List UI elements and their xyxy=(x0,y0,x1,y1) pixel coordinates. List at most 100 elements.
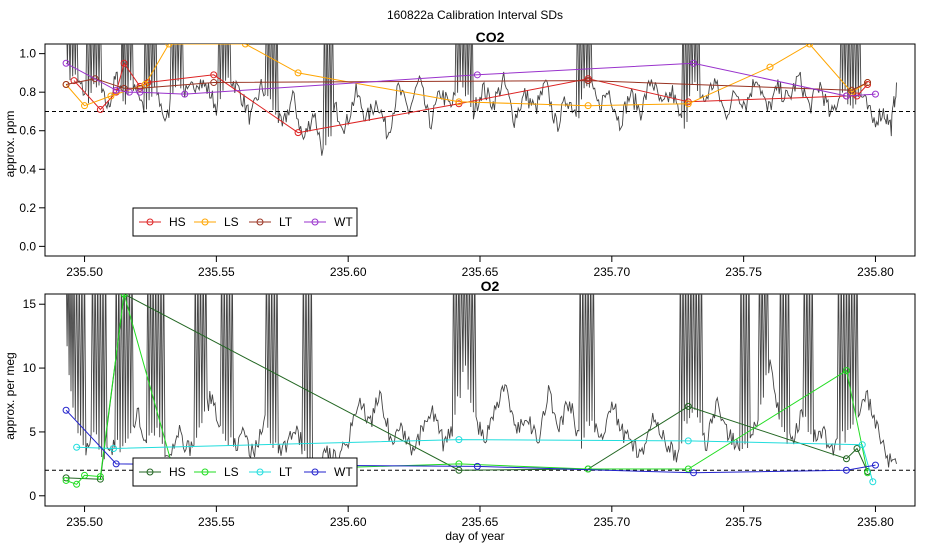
o2-point-ls xyxy=(62,476,70,484)
co2-point-hs xyxy=(96,106,104,114)
o2-point-ls xyxy=(73,480,81,488)
o2-legend-marker-wt xyxy=(311,468,319,476)
co2-point-wt xyxy=(690,59,698,67)
o2-series-line-wt xyxy=(65,409,876,474)
co2-legend-marker-lt xyxy=(256,218,264,226)
o2-point-lt xyxy=(73,443,81,451)
co2-point-hs xyxy=(684,98,692,106)
co2-point-wt xyxy=(181,90,189,98)
o2-point-wt xyxy=(842,466,850,474)
co2-series-line-ls xyxy=(65,44,868,107)
co2-point-ls xyxy=(165,44,173,48)
co2-x-tick-label: 235.70 xyxy=(593,265,630,279)
co2-point-wt xyxy=(112,86,120,94)
co2-point-hs xyxy=(294,129,302,137)
o2-plot-area xyxy=(45,294,915,488)
x-axis-label: day of year xyxy=(445,529,504,543)
o2-point-wt xyxy=(473,462,481,470)
o2-point-hs xyxy=(684,402,692,410)
co2-panel: 235.50 235.55 235.60 235.65 235.70 235.75 235.… xyxy=(19,43,916,279)
o2-x-tick-label: 235.55 xyxy=(198,515,235,529)
co2-background-trace xyxy=(66,44,897,156)
o2-legend-marker-hs xyxy=(146,468,154,476)
o2-point-lt xyxy=(869,478,877,486)
co2-point-ls xyxy=(806,44,814,48)
co2-legend-label-ls: LS xyxy=(224,215,239,229)
o2-point-hs xyxy=(853,445,861,453)
co2-point-ls xyxy=(584,102,592,110)
o2-point-ls xyxy=(455,460,463,468)
co2-point-wt xyxy=(871,90,879,98)
co2-series-line-lt xyxy=(66,78,868,91)
co2-x-tick-label: 235.60 xyxy=(330,265,367,279)
co2-point-wt xyxy=(125,88,133,96)
co2-point-wt xyxy=(62,59,70,67)
co2-y-tick-label: 0.0 xyxy=(19,239,36,253)
o2-point-lt xyxy=(684,437,692,445)
co2-point-lt xyxy=(136,84,144,92)
o2-point-lt xyxy=(110,445,118,453)
co2-legend-label-lt: LT xyxy=(279,215,293,229)
co2-point-lt xyxy=(848,86,856,94)
o2-series-wt xyxy=(62,406,879,477)
co2-legend-marker-ls xyxy=(201,218,209,226)
o2-panel: 235.50 235.55 235.60 235.65 235.70 235.75 235.… xyxy=(23,293,916,529)
o2-point-ls xyxy=(684,465,692,473)
co2-panel-title: CO2 xyxy=(476,29,505,45)
o2-legend-label-lt: LT xyxy=(279,465,293,479)
o2-y-tick-label: 10 xyxy=(23,361,37,375)
o2-panel-title: O2 xyxy=(481,278,500,294)
co2-point-hs xyxy=(112,88,120,96)
o2-legend: HS LS LT WT xyxy=(132,457,358,487)
co2-point-hs xyxy=(853,92,861,100)
o2-y-tick-label: 0 xyxy=(29,489,36,503)
co2-y-tick-label: 0.6 xyxy=(19,124,36,138)
co2-point-ls xyxy=(455,98,463,106)
o2-legend-marker-lt xyxy=(256,468,264,476)
co2-x-tick-label: 235.65 xyxy=(462,265,499,279)
o2-point-ls xyxy=(81,471,89,479)
co2-point-ls xyxy=(294,69,302,77)
co2-y-tick-label: 0.8 xyxy=(19,85,36,99)
o2-legend-label-ls: LS xyxy=(224,465,239,479)
o2-y-tick-label: 15 xyxy=(23,297,37,311)
co2-point-ls xyxy=(241,44,249,48)
o2-point-ls xyxy=(584,465,592,473)
o2-point-ls xyxy=(120,294,128,298)
o2-x-tick-label: 235.80 xyxy=(857,515,894,529)
co2-point-ls xyxy=(684,100,692,108)
co2-point-hs xyxy=(210,71,218,79)
co2-legend-label-wt: WT xyxy=(334,215,353,229)
co2-point-ls xyxy=(107,92,115,100)
co2-point-hs xyxy=(455,100,463,108)
o2-point-ls xyxy=(842,367,850,375)
o2-legend-marker-ls xyxy=(201,468,209,476)
co2-point-hs xyxy=(584,75,592,83)
co2-series-line-wt xyxy=(65,62,876,97)
o2-legend-label-hs: HS xyxy=(169,465,186,479)
o2-x-tick-label: 235.75 xyxy=(725,515,762,529)
co2-y-tick-label: 1.0 xyxy=(19,47,36,61)
co2-x-tick-label: 235.50 xyxy=(66,265,103,279)
o2-point-wt xyxy=(112,460,120,468)
o2-x-tick-label: 235.60 xyxy=(330,515,367,529)
co2-point-ls xyxy=(766,63,774,71)
co2-point-wt xyxy=(842,92,850,100)
co2-point-hs xyxy=(70,77,78,85)
co2-y-tick-label: 0.2 xyxy=(19,201,36,215)
co2-point-ls xyxy=(81,102,89,110)
o2-x-tick-label: 235.70 xyxy=(593,515,630,529)
o2-point-lt xyxy=(858,441,866,449)
co2-point-lt xyxy=(864,79,872,87)
o2-series-lt xyxy=(73,436,877,486)
o2-background-trace xyxy=(66,294,897,475)
o2-point-wt xyxy=(871,461,879,469)
co2-legend-marker-wt xyxy=(311,218,319,226)
co2-point-hs xyxy=(120,59,128,67)
co2-legend-label-hs: HS xyxy=(169,215,186,229)
co2-point-lt xyxy=(91,75,99,83)
co2-y-axis-label: approx. ppm xyxy=(3,111,17,178)
o2-y-axis-label: approx. per meg xyxy=(3,352,17,439)
co2-point-lt xyxy=(62,80,70,88)
